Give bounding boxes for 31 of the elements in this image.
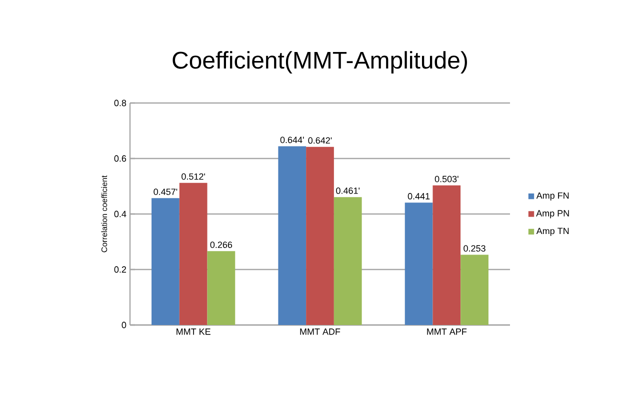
chart-title: Coefficient(MMT-Amplitude): [172, 51, 467, 74]
data-label: 0.512': [182, 173, 205, 180]
bar: [460, 254, 488, 325]
x-tick-label: MMT APF: [427, 328, 467, 335]
x-tick-label: MMT KE: [176, 328, 210, 335]
legend-label: Amp FN: [536, 192, 569, 201]
bar: [207, 251, 236, 325]
x-tick-label: MMT ADF: [300, 328, 340, 335]
y-tick-label: 0.6: [114, 155, 126, 162]
bar: [179, 182, 208, 325]
bar: [334, 197, 362, 325]
data-label: 0.266: [210, 242, 232, 248]
data-label: 0.642': [308, 137, 332, 144]
bar: [152, 198, 180, 325]
bar: [432, 185, 461, 325]
bar: [278, 146, 306, 325]
data-label: 0.503': [434, 176, 458, 182]
data-label: 0.457': [154, 188, 178, 195]
data-label: 0.461': [336, 187, 360, 194]
data-label: 0.441: [408, 193, 430, 200]
bar: [404, 202, 433, 325]
legend-label: Amp PN: [536, 210, 569, 218]
y-tick-label: 0.8: [114, 100, 126, 106]
y-tick-label: 0.2: [114, 266, 126, 273]
y-axis-title: Correlation coefficient: [101, 175, 108, 252]
bar: [306, 146, 334, 325]
data-label: 0.644': [280, 136, 304, 144]
data-label: 0.253: [464, 245, 486, 252]
y-tick-label: 0.4: [114, 210, 126, 218]
legend-label: Amp TN: [536, 228, 569, 236]
y-tick-label: 0: [122, 322, 126, 328]
